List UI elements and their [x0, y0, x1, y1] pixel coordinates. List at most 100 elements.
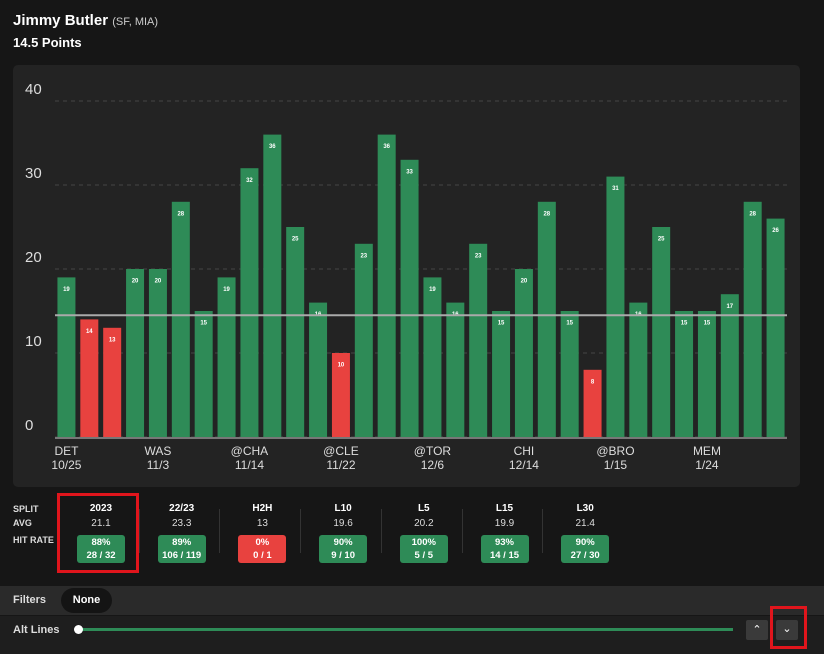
hit-rate: 100% — [411, 537, 436, 548]
bar-label: 23 — [475, 253, 482, 259]
split-avg: 21.4 — [575, 518, 595, 529]
bar — [423, 277, 442, 437]
bar — [560, 311, 579, 437]
divider — [138, 509, 140, 553]
hit-rate-badge: 88% 28 / 32 — [77, 535, 125, 563]
x-tick-label: CHI — [514, 444, 535, 458]
bar-label: 19 — [63, 287, 70, 293]
bar — [331, 353, 350, 437]
hit-rate: 93% — [494, 537, 514, 548]
split-name: 22/23 — [169, 503, 195, 514]
bar — [377, 134, 396, 437]
bar — [720, 294, 739, 437]
bar-label: 33 — [406, 169, 413, 175]
x-tick-label: @CLE — [323, 444, 359, 458]
x-tick-date: 10/25 — [51, 458, 81, 472]
split-avg: 13 — [256, 518, 268, 529]
row-label: AVG — [13, 518, 32, 528]
hit-rate: 90% — [333, 537, 353, 548]
divider — [542, 509, 544, 553]
name: Jimmy Butler — [13, 12, 109, 29]
split-avg: 20.2 — [414, 518, 434, 529]
split-name: 2023 — [89, 503, 113, 514]
bar — [697, 311, 716, 437]
bar — [309, 302, 328, 437]
bar-label: 36 — [269, 144, 276, 150]
hit-rate-badge: 100% 5 / 5 — [399, 535, 448, 563]
hit-rate-badge: 90% 9 / 10 — [319, 535, 368, 563]
split-column: L5 20.2 100% 5 / 5 — [389, 503, 459, 563]
hit-count: 106 / 119 — [162, 550, 202, 561]
hit-count: 5 / 5 — [414, 550, 434, 561]
slider-handle[interactable] — [74, 625, 83, 634]
bar — [103, 327, 122, 437]
bar — [354, 243, 373, 437]
split-avg: 23.3 — [171, 518, 192, 529]
x-tick-date: 11/14 — [235, 458, 264, 472]
split-avg: 21.1 — [91, 518, 111, 529]
bar-label: 20 — [155, 279, 162, 285]
bar — [446, 302, 465, 437]
bar — [537, 201, 556, 437]
bar-label: 15 — [566, 321, 573, 327]
bar — [675, 311, 694, 437]
highlight-box — [57, 493, 139, 573]
bar-label: 13 — [109, 337, 116, 343]
y-tick-label: 40 — [25, 81, 42, 98]
x-tick-label: @CHA — [231, 444, 269, 458]
split-name: L10 — [334, 503, 352, 514]
bar — [766, 218, 785, 437]
bar-label: 15 — [681, 321, 688, 327]
player-name: Jimmy Butler (SF, MIA) — [13, 12, 158, 29]
team: (SF, MIA) — [112, 16, 159, 28]
hit-rate: 89% — [172, 537, 192, 548]
x-tick-label: @TOR — [414, 444, 452, 458]
divider — [461, 509, 463, 553]
hit-rate-badge: 93% 14 / 15 — [480, 535, 529, 563]
bar — [171, 201, 190, 437]
up-button[interactable]: ⌃ — [746, 620, 768, 640]
bar — [652, 227, 671, 437]
bar — [263, 134, 282, 437]
bar — [80, 319, 99, 437]
alt-lines-label: Alt Lines — [13, 624, 60, 636]
x-tick-date: 11/22 — [326, 458, 355, 472]
divider — [219, 509, 221, 553]
filters-label: Filters — [13, 594, 47, 606]
bar — [240, 168, 259, 437]
bar-label: 19 — [223, 287, 230, 293]
hit-rate-badge: 89% 106 / 119 — [157, 535, 206, 563]
filters-button[interactable]: None — [61, 588, 112, 613]
hit-count: 14 / 15 — [489, 550, 520, 561]
bar — [492, 311, 511, 437]
split-column: 22/23 23.3 89% 106 / 119 — [147, 503, 217, 563]
bar-label: 28 — [177, 211, 184, 217]
bar-label: 23 — [360, 253, 367, 259]
bar — [126, 269, 145, 437]
x-tick-label: DET — [54, 444, 79, 458]
bar — [469, 243, 488, 437]
bar-label: 20 — [132, 279, 139, 285]
y-tick-label: 20 — [25, 249, 42, 266]
x-tick-date: 12/14 — [509, 458, 539, 472]
bar — [743, 201, 762, 437]
x-tick-label: WAS — [144, 444, 171, 458]
x-tick-date: 11/3 — [147, 458, 170, 472]
x-tick-label: @BRO — [596, 444, 634, 458]
bar — [194, 311, 213, 437]
bar-label: 25 — [292, 237, 299, 243]
bar — [148, 269, 167, 437]
bar — [400, 159, 419, 438]
bar-label: 28 — [749, 211, 756, 217]
bar — [286, 227, 305, 437]
down-button[interactable]: ⌄ — [776, 620, 798, 640]
split-name: L30 — [576, 503, 594, 514]
hit-rate-badge: 0% 0 / 1 — [238, 535, 287, 563]
alt-lines-bar: Alt Lines ⌃ ⌄ — [0, 616, 824, 654]
market: 14.5 Points — [13, 35, 82, 50]
bar — [606, 176, 625, 437]
bar-label: 17 — [726, 304, 733, 310]
y-tick-label: 30 — [25, 165, 42, 182]
